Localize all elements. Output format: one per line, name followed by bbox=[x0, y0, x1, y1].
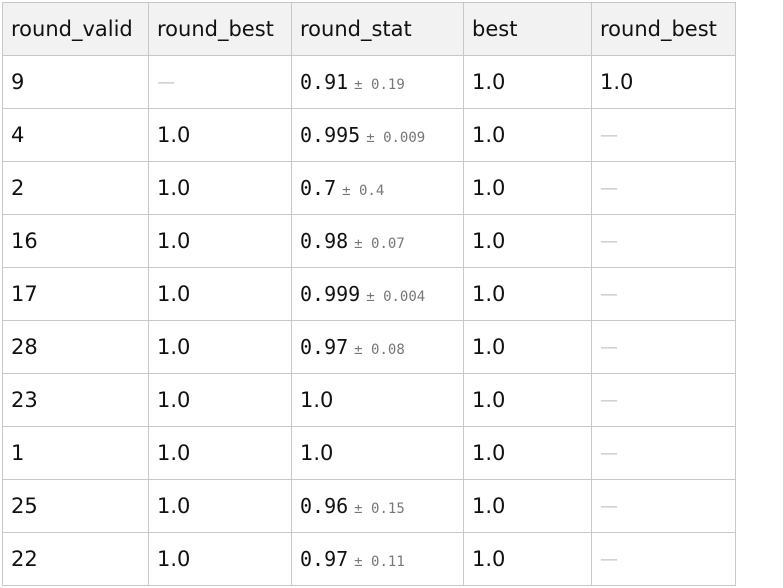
column-header-round-stat[interactable]: round_stat bbox=[291, 2, 464, 56]
table-row: 4 1.0 0.995 ± 0.009 1.0 — bbox=[2, 108, 736, 162]
results-table: round_valid round_best round_stat best r… bbox=[2, 2, 736, 586]
cell-best: 1.0 bbox=[463, 479, 592, 533]
cell-round-stat: 0.97 ± 0.08 bbox=[291, 320, 464, 374]
cell-round-valid: 1 bbox=[2, 426, 149, 480]
cell-round-best-2: — bbox=[591, 320, 736, 374]
stat-value: 0.995 bbox=[300, 123, 361, 147]
cell-round-stat: 0.91 ± 0.19 bbox=[291, 55, 464, 109]
cell-best: 1.0 bbox=[463, 108, 592, 162]
header-row: round_valid round_best round_stat best r… bbox=[2, 2, 736, 56]
cell-round-valid: 4 bbox=[2, 108, 149, 162]
cell-round-valid: 2 bbox=[2, 161, 149, 215]
cell-round-valid: 25 bbox=[2, 479, 149, 533]
cell-round-best-2: — bbox=[591, 373, 736, 427]
cell-round-stat: 1.0 bbox=[291, 373, 464, 427]
stat-value: 0.97 bbox=[300, 547, 349, 571]
cell-best: 1.0 bbox=[463, 373, 592, 427]
stat-error: ± 0.07 bbox=[354, 236, 405, 252]
cell-round-best: 1.0 bbox=[148, 108, 292, 162]
column-header-best[interactable]: best bbox=[463, 2, 592, 56]
cell-round-best-2: — bbox=[591, 426, 736, 480]
table-row: 28 1.0 0.97 ± 0.08 1.0 — bbox=[2, 320, 736, 374]
cell-best: 1.0 bbox=[463, 320, 592, 374]
cell-round-best-2: — bbox=[591, 532, 736, 586]
cell-best: 1.0 bbox=[463, 532, 592, 586]
table-row: 23 1.0 1.0 1.0 — bbox=[2, 373, 736, 427]
cell-round-best: 1.0 bbox=[148, 267, 292, 321]
cell-round-valid: 23 bbox=[2, 373, 149, 427]
stat-error: ± 0.004 bbox=[366, 289, 426, 305]
cell-round-best-2: — bbox=[591, 161, 736, 215]
table-row: 1 1.0 1.0 1.0 — bbox=[2, 426, 736, 480]
cell-best: 1.0 bbox=[463, 426, 592, 480]
stat-value: 0.7 bbox=[300, 176, 337, 200]
stat-value: 0.999 bbox=[300, 282, 361, 306]
table-row: 17 1.0 0.999 ± 0.004 1.0 — bbox=[2, 267, 736, 321]
stat-error: ± 0.4 bbox=[342, 183, 385, 199]
stat-value: 0.97 bbox=[300, 335, 349, 359]
cell-round-valid: 22 bbox=[2, 532, 149, 586]
cell-round-stat: 0.98 ± 0.07 bbox=[291, 214, 464, 268]
cell-round-best-2: — bbox=[591, 214, 736, 268]
cell-round-best: 1.0 bbox=[148, 320, 292, 374]
cell-round-best: 1.0 bbox=[148, 426, 292, 480]
cell-round-best: — bbox=[148, 55, 292, 109]
cell-round-valid: 16 bbox=[2, 214, 149, 268]
column-header-round-best[interactable]: round_best bbox=[148, 2, 292, 56]
cell-round-valid: 17 bbox=[2, 267, 149, 321]
cell-round-best: 1.0 bbox=[148, 214, 292, 268]
cell-round-best: 1.0 bbox=[148, 161, 292, 215]
table-row: 9 — 0.91 ± 0.19 1.0 1.0 bbox=[2, 55, 736, 109]
stat-value: 0.91 bbox=[300, 70, 349, 94]
column-header-round-best-2[interactable]: round_best bbox=[591, 2, 736, 56]
cell-best: 1.0 bbox=[463, 214, 592, 268]
cell-round-valid: 28 bbox=[2, 320, 149, 374]
table-row: 2 1.0 0.7 ± 0.4 1.0 — bbox=[2, 161, 736, 215]
stat-error: ± 0.11 bbox=[354, 554, 405, 570]
stat-value: 0.98 bbox=[300, 229, 349, 253]
cell-best: 1.0 bbox=[463, 267, 592, 321]
stat-error: ± 0.009 bbox=[366, 130, 426, 146]
stat-value: 0.96 bbox=[300, 494, 349, 518]
cell-round-best: 1.0 bbox=[148, 479, 292, 533]
cell-round-stat: 0.7 ± 0.4 bbox=[291, 161, 464, 215]
stat-error: ± 0.15 bbox=[354, 501, 405, 517]
cell-round-best: 1.0 bbox=[148, 532, 292, 586]
table-row: 16 1.0 0.98 ± 0.07 1.0 — bbox=[2, 214, 736, 268]
table-row: 22 1.0 0.97 ± 0.11 1.0 — bbox=[2, 532, 736, 586]
cell-round-best: 1.0 bbox=[148, 373, 292, 427]
table-row: 25 1.0 0.96 ± 0.15 1.0 — bbox=[2, 479, 736, 533]
cell-round-best-2: — bbox=[591, 108, 736, 162]
cell-round-stat: 0.97 ± 0.11 bbox=[291, 532, 464, 586]
cell-round-stat: 0.96 ± 0.15 bbox=[291, 479, 464, 533]
stat-error: ± 0.19 bbox=[354, 77, 405, 93]
cell-round-best-2: — bbox=[591, 267, 736, 321]
cell-round-valid: 9 bbox=[2, 55, 149, 109]
cell-round-stat: 0.995 ± 0.009 bbox=[291, 108, 464, 162]
cell-round-stat: 0.999 ± 0.004 bbox=[291, 267, 464, 321]
cell-best: 1.0 bbox=[463, 55, 592, 109]
cell-round-stat: 1.0 bbox=[291, 426, 464, 480]
cell-round-best-2: 1.0 bbox=[591, 55, 736, 109]
cell-best: 1.0 bbox=[463, 161, 592, 215]
column-header-round-valid[interactable]: round_valid bbox=[2, 2, 149, 56]
stat-error: ± 0.08 bbox=[354, 342, 405, 358]
cell-round-best-2: — bbox=[591, 479, 736, 533]
